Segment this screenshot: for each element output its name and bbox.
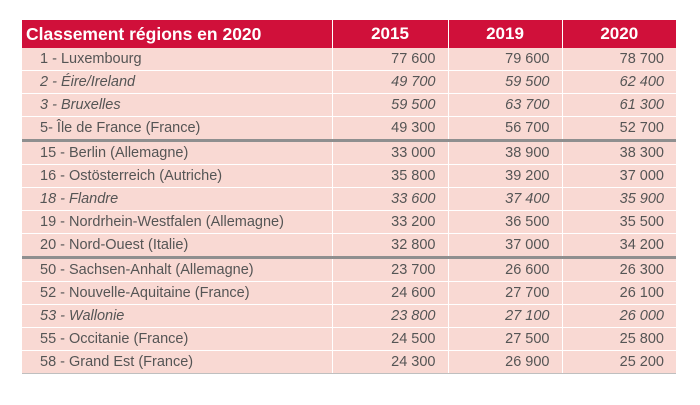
region-name-cell: 1 - Luxembourg [22,48,333,71]
value-2019-cell: 37 400 [448,187,563,211]
value-2015-cell: 77 600 [332,48,449,71]
table-row: 50 - Sachsen-Anhalt (Allemagne) 23 700 2… [22,256,676,282]
column-header-2020: 2020 [562,20,676,48]
value-2020-cell: 25 200 [562,350,676,374]
value-2015-cell: 24 300 [332,350,449,374]
value-2015-cell: 33 000 [332,139,449,165]
table-row: 1 - Luxembourg 77 600 79 600 78 700 [22,48,676,71]
value-2019-cell: 56 700 [448,116,563,141]
value-2015-cell: 33 600 [332,187,449,211]
region-name-cell: 5- Île de France (France) [22,116,333,141]
value-2020-cell: 61 300 [562,93,676,117]
value-2019-cell: 63 700 [448,93,563,117]
value-2020-cell: 37 000 [562,164,676,188]
region-name-cell: 55 - Occitanie (France) [22,327,333,351]
region-name-cell: 19 - Nordrhein-Westfalen (Allemagne) [22,210,333,234]
value-2020-cell: 35 500 [562,210,676,234]
value-2019-cell: 37 000 [448,233,563,258]
value-2019-cell: 39 200 [448,164,563,188]
region-name-cell: 15 - Berlin (Allemagne) [22,139,333,165]
value-2019-cell: 36 500 [448,210,563,234]
region-name-cell: 53 - Wallonie [22,304,333,328]
value-2020-cell: 26 300 [562,256,676,282]
table-title-header: Classement régions en 2020 [22,20,333,48]
value-2015-cell: 49 300 [332,116,449,141]
value-2020-cell: 26 100 [562,281,676,305]
region-name-cell: 50 - Sachsen-Anhalt (Allemagne) [22,256,333,282]
value-2015-cell: 23 700 [332,256,449,282]
table-row: 5- Île de France (France) 49 300 56 700 … [22,116,676,141]
value-2015-cell: 59 500 [332,93,449,117]
value-2020-cell: 34 200 [562,233,676,258]
value-2020-cell: 26 000 [562,304,676,328]
column-header-2019: 2019 [448,20,563,48]
table-header-row: Classement régions en 2020 2015 2019 202… [22,20,676,48]
value-2015-cell: 33 200 [332,210,449,234]
value-2019-cell: 79 600 [448,48,563,71]
value-2019-cell: 59 500 [448,70,563,94]
column-header-2015: 2015 [332,20,449,48]
value-2015-cell: 35 800 [332,164,449,188]
value-2020-cell: 78 700 [562,48,676,71]
value-2019-cell: 27 500 [448,327,563,351]
value-2020-cell: 25 800 [562,327,676,351]
region-name-cell: 18 - Flandre [22,187,333,211]
table-body: 1 - Luxembourg 77 600 79 600 78 700 2 - … [22,48,676,374]
value-2020-cell: 38 300 [562,139,676,165]
region-name-cell: 2 - Éire/Ireland [22,70,333,94]
table-row: 58 - Grand Est (France) 24 300 26 900 25… [22,350,676,374]
value-2015-cell: 23 800 [332,304,449,328]
value-2015-cell: 24 500 [332,327,449,351]
region-name-cell: 3 - Bruxelles [22,93,333,117]
table-row: 19 - Nordrhein-Westfalen (Allemagne) 33 … [22,210,676,234]
region-name-cell: 52 - Nouvelle-Aquitaine (France) [22,281,333,305]
regions-ranking-table: Classement régions en 2020 2015 2019 202… [22,20,676,374]
table-row: 16 - Ostösterreich (Autriche) 35 800 39 … [22,164,676,188]
value-2015-cell: 49 700 [332,70,449,94]
table-row: 55 - Occitanie (France) 24 500 27 500 25… [22,327,676,351]
value-2019-cell: 27 700 [448,281,563,305]
table-row: 18 - Flandre 33 600 37 400 35 900 [22,187,676,211]
value-2020-cell: 52 700 [562,116,676,141]
value-2019-cell: 38 900 [448,139,563,165]
value-2019-cell: 27 100 [448,304,563,328]
value-2015-cell: 24 600 [332,281,449,305]
table-row: 52 - Nouvelle-Aquitaine (France) 24 600 … [22,281,676,305]
value-2019-cell: 26 900 [448,350,563,374]
region-name-cell: 16 - Ostösterreich (Autriche) [22,164,333,188]
table-row: 2 - Éire/Ireland 49 700 59 500 62 400 [22,70,676,94]
ranking-table-container: Classement régions en 2020 2015 2019 202… [22,20,676,374]
table-row: 3 - Bruxelles 59 500 63 700 61 300 [22,93,676,117]
value-2019-cell: 26 600 [448,256,563,282]
region-name-cell: 58 - Grand Est (France) [22,350,333,374]
region-name-cell: 20 - Nord-Ouest (Italie) [22,233,333,258]
value-2020-cell: 62 400 [562,70,676,94]
value-2015-cell: 32 800 [332,233,449,258]
value-2020-cell: 35 900 [562,187,676,211]
table-row: 53 - Wallonie 23 800 27 100 26 000 [22,304,676,328]
table-row: 15 - Berlin (Allemagne) 33 000 38 900 38… [22,139,676,165]
table-row: 20 - Nord-Ouest (Italie) 32 800 37 000 3… [22,233,676,258]
